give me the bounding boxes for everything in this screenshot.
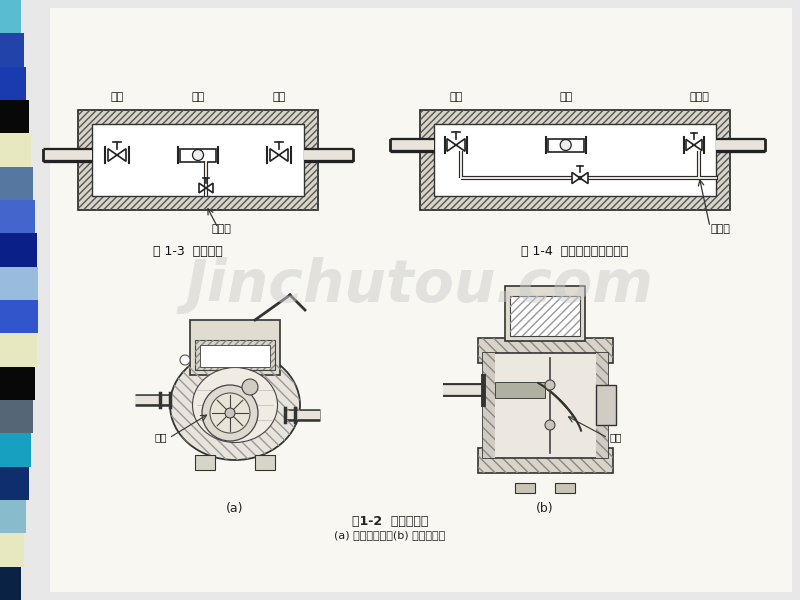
Text: (a): (a) xyxy=(226,502,244,515)
Bar xyxy=(595,385,615,425)
Bar xyxy=(0,67,26,100)
Bar xyxy=(195,455,215,470)
Bar xyxy=(0,500,26,533)
Text: (a) 旋翼式水表；(b) 螺翼式水表: (a) 旋翼式水表；(b) 螺翼式水表 xyxy=(334,530,446,540)
Circle shape xyxy=(225,408,235,418)
Bar xyxy=(595,352,607,457)
Bar xyxy=(0,367,35,400)
Bar xyxy=(0,100,29,133)
Ellipse shape xyxy=(170,350,300,460)
Bar xyxy=(0,133,31,167)
Circle shape xyxy=(193,149,203,160)
Bar xyxy=(0,200,35,233)
Bar xyxy=(482,352,494,457)
Bar xyxy=(180,148,216,161)
Circle shape xyxy=(560,139,571,151)
Text: 旁通管: 旁通管 xyxy=(710,224,730,234)
Bar xyxy=(0,167,34,200)
Bar xyxy=(190,320,280,375)
Bar xyxy=(195,340,275,370)
Bar xyxy=(0,566,21,600)
Bar xyxy=(482,352,494,457)
Text: Jinchutou.com: Jinchutou.com xyxy=(186,257,654,313)
Bar xyxy=(195,340,275,370)
Polygon shape xyxy=(447,139,465,151)
Bar xyxy=(0,300,38,334)
Bar xyxy=(478,448,613,473)
Circle shape xyxy=(242,379,258,395)
Bar xyxy=(510,295,580,335)
Text: 泄水口: 泄水口 xyxy=(689,92,709,102)
Text: 水表: 水表 xyxy=(559,92,572,102)
Text: 泄水口: 泄水口 xyxy=(211,224,231,234)
Bar xyxy=(548,139,584,151)
Bar xyxy=(0,0,21,34)
Bar xyxy=(78,110,318,210)
Bar xyxy=(595,352,607,457)
Bar xyxy=(434,124,716,196)
Bar xyxy=(420,110,730,210)
Text: 水表: 水表 xyxy=(191,92,205,102)
Bar xyxy=(0,233,37,266)
Text: 叶轮: 叶轮 xyxy=(610,432,622,442)
Bar xyxy=(0,400,34,433)
Text: 图 1-4  有旁通管的水表节点: 图 1-4 有旁通管的水表节点 xyxy=(522,245,629,258)
Circle shape xyxy=(180,355,190,365)
Circle shape xyxy=(545,380,555,390)
Bar xyxy=(0,34,23,67)
Bar xyxy=(78,110,318,210)
Text: 阀门: 阀门 xyxy=(272,92,286,102)
Bar xyxy=(0,266,38,300)
Bar xyxy=(255,455,275,470)
Text: 图1-2  流速式水表: 图1-2 流速式水表 xyxy=(352,515,428,528)
Ellipse shape xyxy=(193,367,278,443)
Bar xyxy=(515,482,535,493)
Bar xyxy=(505,286,585,340)
Bar xyxy=(0,467,29,500)
Bar xyxy=(555,482,575,493)
Bar xyxy=(0,533,23,566)
Polygon shape xyxy=(572,172,588,184)
Circle shape xyxy=(210,393,250,433)
Text: 阀门: 阀门 xyxy=(450,92,462,102)
Polygon shape xyxy=(199,183,213,193)
Bar xyxy=(0,433,31,467)
Bar xyxy=(92,124,304,196)
Text: (b): (b) xyxy=(536,502,554,515)
Bar xyxy=(420,110,730,210)
Bar xyxy=(478,337,613,362)
Bar xyxy=(0,334,37,367)
Bar xyxy=(200,345,270,367)
Text: 图 1-3  水表节点: 图 1-3 水表节点 xyxy=(153,245,223,258)
Circle shape xyxy=(545,420,555,430)
Bar xyxy=(510,295,580,335)
Bar xyxy=(482,352,607,457)
Text: 阀门: 阀门 xyxy=(110,92,124,102)
Bar xyxy=(478,337,613,362)
Bar xyxy=(494,382,545,398)
Bar xyxy=(478,448,613,473)
Polygon shape xyxy=(686,139,702,151)
Polygon shape xyxy=(270,149,288,161)
Text: 叶轮: 叶轮 xyxy=(154,432,167,442)
Polygon shape xyxy=(108,149,126,161)
Circle shape xyxy=(202,385,258,441)
